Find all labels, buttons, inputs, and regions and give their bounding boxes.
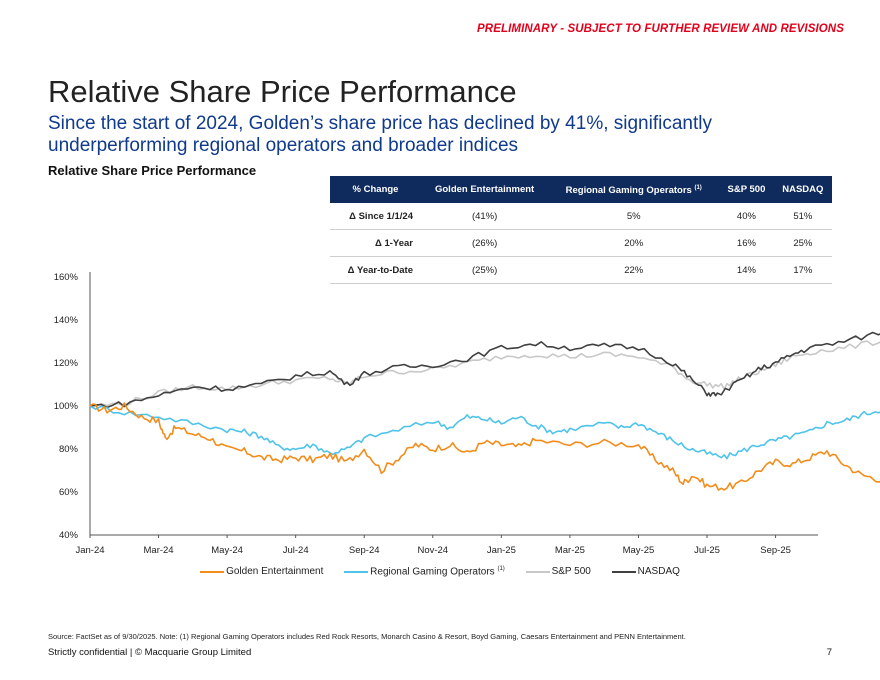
table-cell: 20% [548,229,720,257]
table-cell: (25%) [421,256,549,284]
legend-label: NASDAQ [637,566,680,578]
x-tick-label: Jan-24 [75,545,104,556]
share-price-chart: 40% 60% 80% 100% 120% 140% 160% Jan-24 Mar-24 May… [54,272,880,556]
percent-change-table: % Change Golden Entertainment Regional G… [330,176,832,284]
series-line-golden-entertainment [89,402,880,491]
y-tick-label: 120% [54,358,79,369]
row-label: Δ Year-to-Date [330,256,421,284]
x-tick-label: Mar-25 [555,545,585,556]
table-cell: (41%) [421,203,549,230]
y-tick-label: 60% [59,487,79,498]
page-subtitle: Since the start of 2024, Golden’s share … [48,113,712,156]
footer-confidential: Strictly confidential | © Macquarie Grou… [48,647,252,658]
table-cell: 51% [773,203,832,230]
header-percent-change: % Change [330,176,421,203]
table-cell: 14% [719,256,774,284]
page-title: Relative Share Price Performance [48,74,517,109]
legend-item-regional: Regional Gaming Operators (1) [344,566,505,577]
table-cell: (26%) [421,229,549,257]
table-cell: 22% [548,256,720,284]
x-tick-label: Jan-25 [487,545,516,556]
table-row: Δ Year-to-Date (25%) 22% 14% 17% [330,256,832,284]
x-tick-label: Sep-25 [760,545,791,556]
page-number: 7 [826,647,832,658]
legend-label: S&P 500 [551,566,591,578]
header-regional: Regional Gaming Operators (1) [548,176,720,203]
table-row: Δ 1-Year (26%) 20% 16% 25% [330,229,832,257]
table-cell: 25% [773,229,832,257]
y-tick-label: 80% [59,444,79,455]
series-line-regional-gaming-operators [89,405,880,460]
chart-legend: Golden Entertainment Regional Gaming Ope… [0,566,880,577]
legend-label: Regional Gaming Operators [370,566,495,578]
y-tick-label: 100% [54,401,79,412]
series-line-s-p-500 [89,340,880,408]
header-sp500: S&P 500 [719,176,774,203]
y-tick-label: 40% [59,530,79,541]
x-tick-label: Sep-24 [349,545,380,556]
x-tick-label: May-24 [211,545,243,556]
header-regional-label: Regional Gaming Operators [565,185,692,197]
table-cell: 40% [719,203,774,230]
x-tick-label: Jul-25 [694,545,720,556]
table-row: Δ Since 1/1/24 (41%) 5% 40% 51% [330,203,832,230]
legend-item-golden: Golden Entertainment [200,566,323,577]
legend-label: Golden Entertainment [226,566,324,578]
row-label: Δ 1-Year [330,229,421,257]
table-cell: 5% [548,203,720,230]
section-title: Relative Share Price Performance [48,163,257,178]
legend-swatch-sp500 [525,570,550,573]
x-tick-label: Nov-24 [417,545,448,556]
x-tick-label: Mar-24 [144,545,174,556]
preliminary-banner: PRELIMINARY - SUBJECT TO FURTHER REVIEW … [477,23,844,35]
legend-swatch-regional [344,570,369,573]
legend-swatch-nasdaq [611,570,636,573]
y-tick-label: 160% [54,272,79,283]
header-nasdaq: NASDAQ [773,176,832,203]
table-header-row: % Change Golden Entertainment Regional G… [330,176,832,203]
legend-item-sp500: S&P 500 [525,566,591,578]
table-cell: 16% [719,229,774,257]
header-regional-note: (1) [694,184,702,191]
header-golden: Golden Entertainment [421,176,549,203]
legend-note: (1) [497,566,505,572]
source-note: Source: FactSet as of 9/30/2025. Note: (… [48,632,686,641]
x-tick-label: Jul-24 [283,545,309,556]
table-cell: 17% [773,256,832,284]
series-line-nasdaq [89,331,880,409]
legend-swatch-golden [200,570,225,573]
legend-item-nasdaq: NASDAQ [611,566,680,578]
row-label: Δ Since 1/1/24 [330,203,421,230]
y-tick-label: 140% [54,315,79,326]
x-tick-label: May-25 [623,545,655,556]
